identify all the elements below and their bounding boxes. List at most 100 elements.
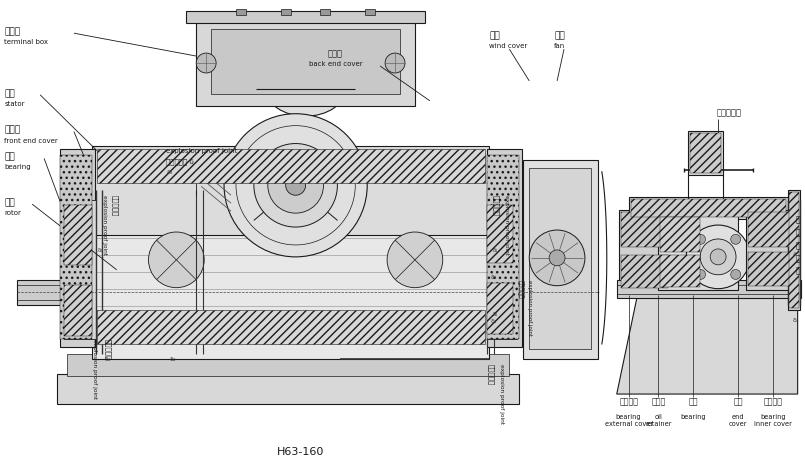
Text: 隔爆接合面: 隔爆接合面 — [716, 109, 741, 118]
Bar — [92, 146, 489, 235]
Bar — [691, 133, 721, 173]
Text: explosion proof joint: explosion proof joint — [92, 339, 97, 400]
Bar — [630, 199, 786, 217]
Text: end
cover: end cover — [729, 414, 747, 427]
Text: 转子: 转子 — [4, 198, 15, 207]
Bar — [57, 374, 519, 404]
Bar — [488, 149, 522, 347]
Bar — [236, 9, 246, 16]
Text: δ₃: δ₃ — [169, 357, 175, 362]
Text: 隔爆接合面: 隔爆接合面 — [488, 364, 494, 385]
Text: δ₁: δ₁ — [493, 248, 498, 253]
Text: 隔爆接合面: 隔爆接合面 — [493, 195, 499, 217]
Bar — [621, 212, 668, 247]
Circle shape — [385, 53, 405, 73]
Text: 风罩: 风罩 — [489, 31, 500, 40]
Bar — [488, 200, 518, 339]
Circle shape — [549, 250, 565, 266]
Text: 定: 定 — [795, 228, 800, 237]
Text: δ₃: δ₃ — [105, 357, 111, 362]
Bar — [488, 156, 519, 339]
Bar — [64, 285, 92, 337]
Bar — [60, 149, 95, 347]
Circle shape — [696, 235, 705, 244]
Text: δ₃: δ₃ — [490, 320, 497, 324]
Polygon shape — [117, 215, 201, 295]
Text: H63-160: H63-160 — [277, 447, 324, 457]
Text: bearing: bearing — [4, 164, 31, 171]
Bar — [658, 215, 738, 290]
Text: A: A — [646, 208, 650, 213]
Bar — [64, 200, 96, 339]
Circle shape — [148, 232, 204, 288]
Bar — [92, 230, 489, 359]
Text: 前端盖: 前端盖 — [4, 125, 20, 134]
Bar — [186, 11, 425, 23]
Text: explosion proof joint: explosion proof joint — [505, 195, 510, 255]
Bar — [97, 310, 485, 345]
Text: wind cover: wind cover — [489, 43, 528, 49]
Text: 轴承: 轴承 — [688, 397, 698, 406]
Bar — [788, 190, 799, 310]
Text: oil
retainer: oil retainer — [646, 414, 671, 427]
Bar — [660, 255, 700, 287]
Text: A: A — [793, 252, 796, 257]
Text: back end cover: back end cover — [308, 61, 362, 67]
Text: explosion proof joint: explosion proof joint — [167, 148, 237, 154]
Text: 定子: 定子 — [4, 89, 15, 98]
Text: 盖: 盖 — [795, 267, 800, 276]
Bar — [64, 205, 92, 265]
Text: bearing: bearing — [680, 414, 706, 420]
Circle shape — [710, 249, 726, 265]
Polygon shape — [617, 290, 798, 394]
Text: 轴承外盖: 轴承外盖 — [619, 397, 638, 406]
Text: δ₃: δ₃ — [167, 171, 173, 175]
Text: 轴承: 轴承 — [4, 152, 15, 162]
Bar — [281, 9, 291, 16]
Text: 端盖: 端盖 — [733, 397, 743, 406]
Text: terminal box: terminal box — [4, 39, 48, 45]
Polygon shape — [395, 215, 475, 295]
Text: explosion proof joint: explosion proof joint — [527, 280, 532, 336]
Text: 固: 固 — [795, 215, 800, 224]
Bar — [488, 205, 514, 263]
Bar — [789, 192, 799, 307]
Bar — [746, 210, 795, 290]
Text: δ₃: δ₃ — [490, 275, 497, 280]
Bar — [60, 156, 92, 339]
Circle shape — [254, 143, 337, 227]
Text: 轴承内盖: 轴承内盖 — [763, 397, 782, 406]
Bar — [320, 9, 330, 16]
Text: front end cover: front end cover — [4, 138, 58, 143]
Text: 后端盖: 后端盖 — [328, 49, 343, 58]
Text: fan: fan — [554, 43, 565, 49]
Circle shape — [731, 269, 741, 279]
Polygon shape — [216, 215, 300, 314]
Text: 隔爆接合面: 隔爆接合面 — [518, 280, 523, 298]
Text: δ₃: δ₃ — [793, 318, 799, 322]
Circle shape — [286, 175, 306, 195]
Circle shape — [696, 269, 705, 279]
Text: δ₁: δ₁ — [98, 248, 103, 253]
Circle shape — [731, 235, 741, 244]
Text: explosion proof joint: explosion proof joint — [101, 195, 107, 255]
Text: 挡油环: 挡油环 — [651, 397, 666, 406]
Text: δ₁: δ₁ — [493, 312, 498, 316]
Bar — [196, 16, 415, 106]
Circle shape — [196, 53, 216, 73]
Polygon shape — [295, 215, 380, 314]
Text: 风扇: 风扇 — [554, 31, 565, 40]
Bar — [17, 280, 65, 305]
Circle shape — [687, 225, 750, 289]
Text: explosion proof joint: explosion proof joint — [499, 364, 505, 424]
Circle shape — [529, 230, 585, 286]
Circle shape — [224, 114, 367, 257]
Ellipse shape — [266, 62, 345, 116]
Text: 接线盒: 接线盒 — [4, 27, 20, 36]
Bar — [523, 160, 598, 359]
Circle shape — [700, 239, 736, 275]
Bar — [365, 9, 375, 16]
Text: 承: 承 — [795, 254, 800, 263]
Text: rotor: rotor — [4, 210, 21, 216]
Text: bearing
external cover: bearing external cover — [605, 414, 653, 427]
